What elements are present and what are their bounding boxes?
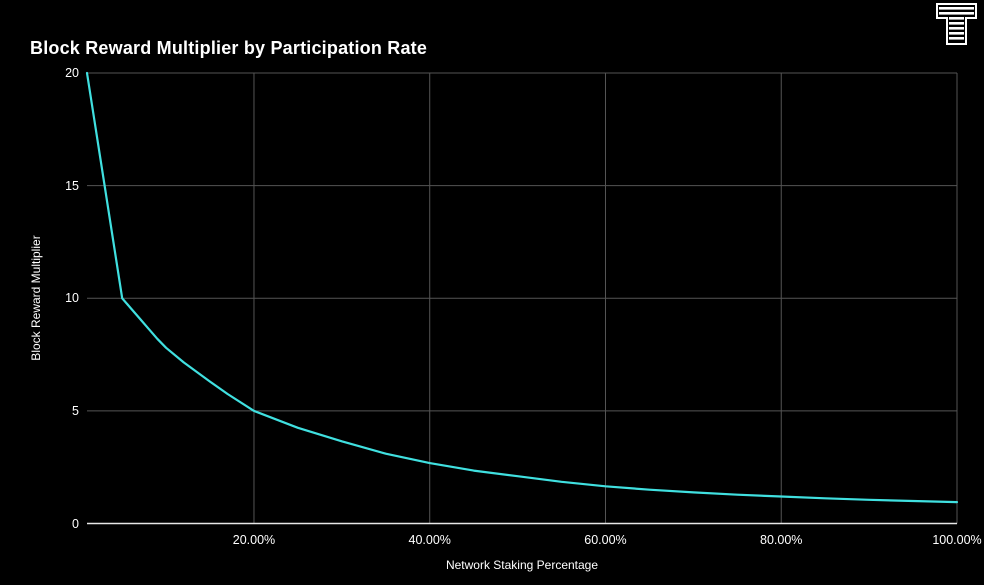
chart-title: Block Reward Multiplier by Participation… [30,38,428,59]
gridlines [87,72,958,524]
y-tick-label: 5 [72,403,79,418]
y-tick-label: 20 [65,66,79,80]
x-axis-title: Network Staking Percentage [445,558,599,572]
x-tick-label: 60.00% [584,533,627,547]
y-axis-title: Block Reward Multiplier [29,235,43,361]
x-tick-label: 20.00% [232,533,276,547]
reward-multiplier-line [85,71,959,504]
y-tick-label: 0 [72,516,79,531]
token-terminal-logo-icon[interactable] [936,3,977,45]
y-tick-label: 10 [65,291,79,306]
x-tick-label: 40.00% [408,533,451,547]
y-tick-label: 15 [65,178,79,193]
x-tick-label: 100.00% [932,533,982,547]
x-tick-label: 80.00% [760,533,803,547]
